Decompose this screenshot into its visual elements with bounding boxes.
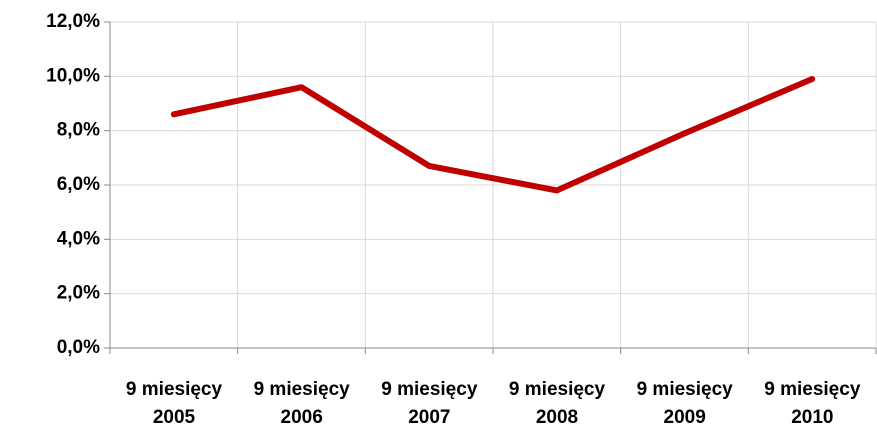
- x-tick-label: 9 miesięcy 2009: [636, 379, 733, 428]
- line: [170, 76, 816, 194]
- x-tick-label: 9 miesięcy 2010: [764, 379, 861, 428]
- y-tick-label: 0,0%: [57, 337, 100, 358]
- x-tick-label: 9 miesięcy 2006: [253, 379, 350, 428]
- y-tick-label: 8,0%: [57, 120, 100, 141]
- y-tick-label: 4,0%: [57, 228, 100, 249]
- x-tick-label: 9 miesięcy 2005: [125, 379, 223, 428]
- y-tick-label: 6,0%: [57, 174, 100, 195]
- x-tick-label: 9 miesięcy 2007: [381, 379, 478, 428]
- y-tick-label: 2,0%: [57, 283, 100, 304]
- x-tick-label: 9 miesięcy 2008: [508, 379, 606, 428]
- y-tick-label: 10,0%: [46, 65, 100, 86]
- y-tick-label: 12,0%: [46, 11, 100, 32]
